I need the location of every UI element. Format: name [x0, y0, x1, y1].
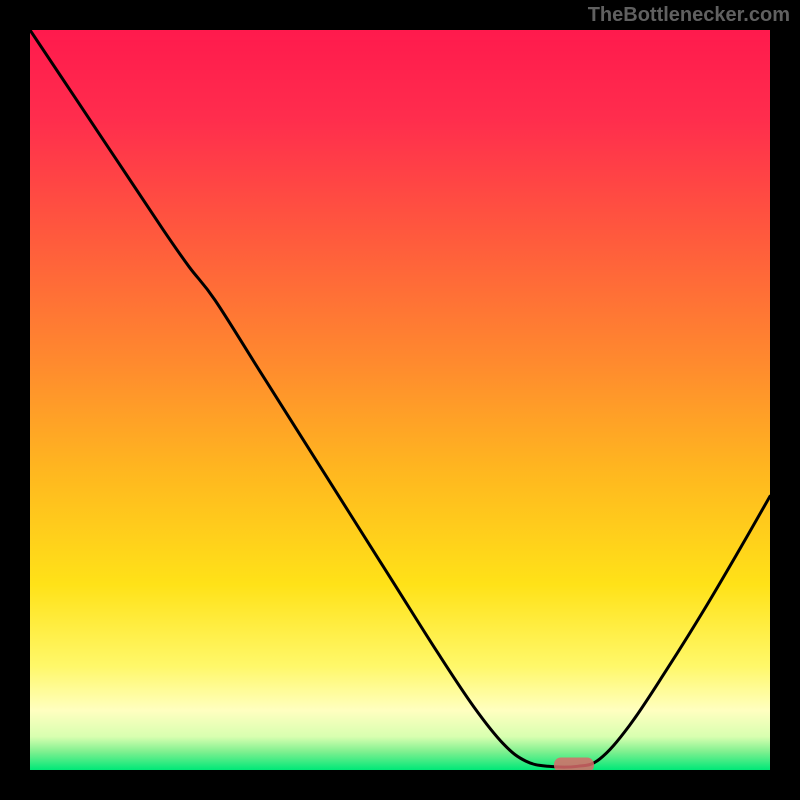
plot-area: [30, 30, 770, 770]
bottleneck-curve: [30, 30, 770, 770]
chart-container: TheBottlenecker.com: [0, 0, 800, 800]
optimal-point-marker: [554, 757, 594, 770]
plot-frame: [30, 30, 770, 770]
watermark-text: TheBottlenecker.com: [588, 4, 790, 27]
